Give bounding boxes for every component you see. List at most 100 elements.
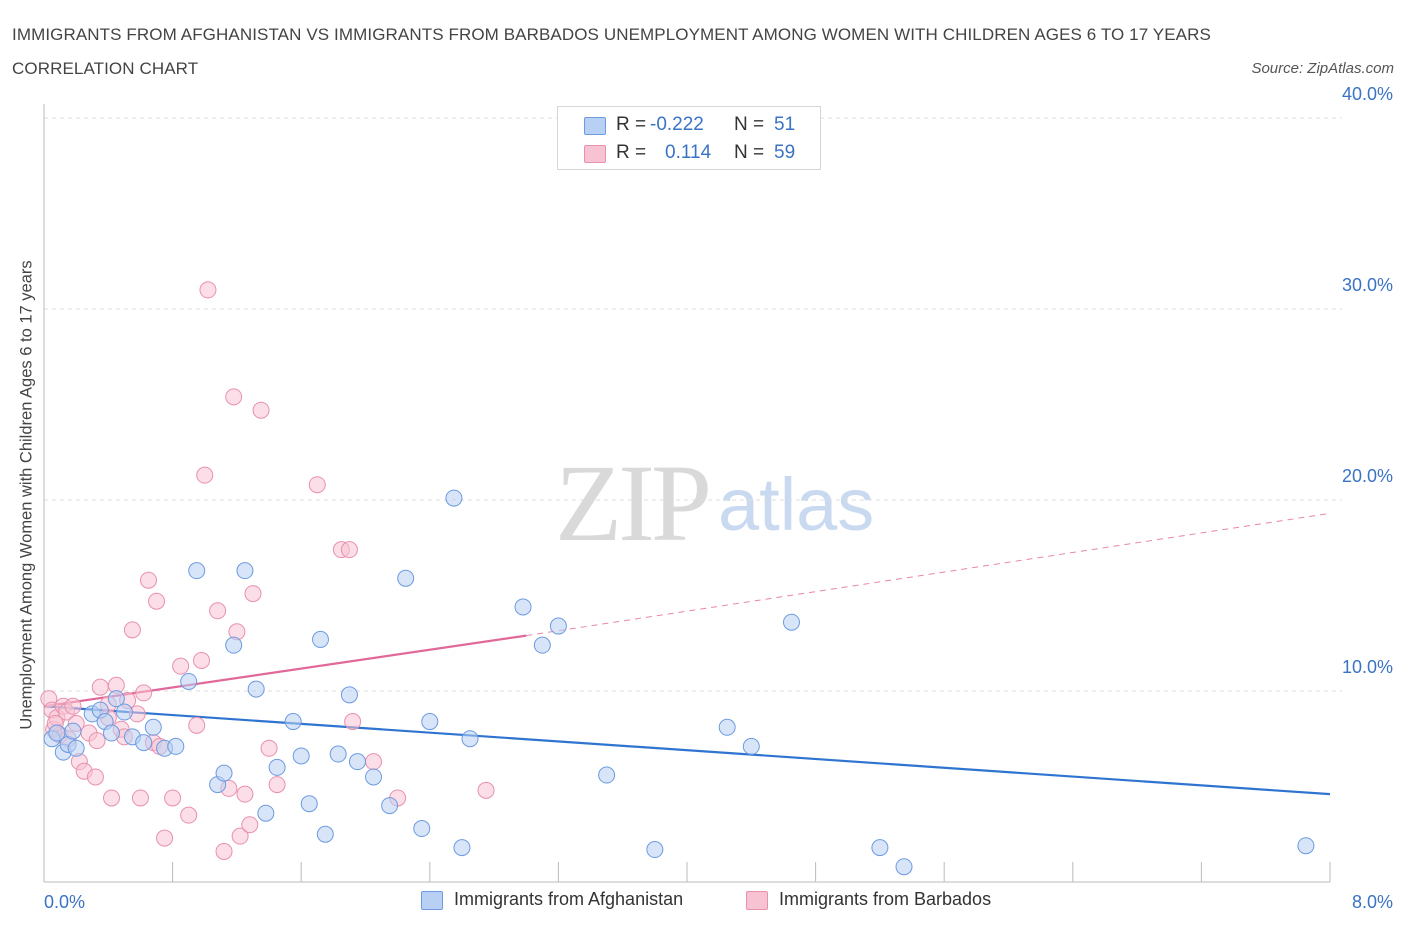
chart-title: IMMIGRANTS FROM AFGHANISTAN VS IMMIGRANT… [12,25,1211,78]
point-afghanistan [329,745,347,763]
tick-labels: 10.0% 20.0% 30.0% 40.0% 0.0% 8.0% [44,84,1393,912]
point-afghanistan [445,489,463,507]
point-barbados [196,466,214,484]
watermark-zip: ZIP [555,442,712,564]
point-afghanistan [381,797,399,815]
point-barbados [260,739,278,757]
stats-r-label: R = [616,114,647,135]
point-afghanistan [236,562,254,580]
point-barbados [103,789,121,807]
point-afghanistan [167,737,185,755]
point-barbados [477,781,495,799]
point-afghanistan [115,703,133,721]
stats-row-afghanistan: R = -0.222 N = 51 [558,111,820,139]
point-afghanistan [215,764,233,782]
legend-swatch-pink [746,891,768,910]
stats-n-value: 51 [774,114,796,135]
point-afghanistan [461,730,479,748]
point-afghanistan [268,758,286,776]
point-barbados [188,716,206,734]
legend: Immigrants from Afghanistan Immigrants f… [0,888,1406,916]
point-barbados [199,281,217,299]
point-afghanistan [453,839,471,857]
point-barbados [215,842,233,860]
point-afghanistan [646,841,664,859]
x-tick-label: 0.0% [44,892,85,912]
point-barbados [241,816,259,834]
legend-label: Immigrants from Barbados [779,889,992,909]
stats-n-value: 59 [774,142,796,163]
point-afghanistan [421,713,439,731]
point-afghanistan [135,734,153,752]
trend-line-barbados-extension [526,512,1331,637]
point-afghanistan [397,569,415,587]
point-barbados [164,789,182,807]
point-afghanistan [292,747,310,765]
point-afghanistan [549,617,567,635]
x-tick-label: 8.0% [1352,892,1393,912]
point-afghanistan [340,686,358,704]
point-afghanistan [348,753,366,771]
trend-lines [43,512,1331,796]
point-barbados [193,651,211,669]
point-barbados [344,713,362,731]
point-afghanistan [284,713,302,731]
point-barbados [148,592,166,610]
stats-box: R = -0.222 N = 51 R = 0.114 N = 59 [557,106,821,170]
stats-row-barbados: R = 0.114 N = 59 [558,139,820,167]
point-afghanistan [67,739,85,757]
point-afghanistan [514,598,532,616]
y-tick-label: 20.0% [1342,466,1393,486]
point-barbados [64,697,82,715]
source-label: Source: ZipAtlas.com [1251,60,1394,77]
point-afghanistan [1297,837,1315,855]
point-afghanistan [144,718,162,736]
point-barbados [268,776,286,794]
point-afghanistan [365,768,383,786]
point-afghanistan [247,680,265,698]
y-tick-label: 40.0% [1342,84,1393,104]
watermark-atlas: atlas [718,463,875,546]
stats-swatch-pink [584,145,606,163]
point-barbados [88,732,106,750]
point-barbados [231,827,249,845]
point-afghanistan [257,804,275,822]
point-afghanistan [871,839,889,857]
point-barbados [156,829,174,847]
point-barbados [86,768,104,786]
point-barbados [365,753,383,771]
point-afghanistan [895,858,913,876]
gridlines [44,117,1342,692]
point-barbados [236,785,254,803]
point-barbados [340,541,358,559]
axes [43,104,1331,883]
stats-r-value: 0.114 [665,142,712,163]
point-barbados [225,388,243,406]
point-barbados [172,657,190,675]
point-afghanistan [413,820,431,838]
point-barbados [91,678,109,696]
point-afghanistan [103,724,121,742]
stats-r-label: R = [616,142,647,163]
legend-swatch-blue [421,891,443,910]
stats-r-value: -0.222 [650,114,704,135]
stats-n-label: N = [734,142,765,163]
legend-label: Immigrants from Afghanistan [454,889,684,909]
point-barbados [209,602,227,620]
trend-line-afghanistan [43,705,1331,796]
point-barbados [123,621,141,639]
point-barbados [252,401,270,419]
y-tick-label: 10.0% [1342,657,1393,677]
point-afghanistan [180,672,198,690]
point-afghanistan [107,690,125,708]
point-afghanistan [311,630,329,648]
point-barbados [131,789,149,807]
point-afghanistan [316,825,334,843]
point-afghanistan [533,636,551,654]
point-afghanistan [598,766,616,784]
point-afghanistan [782,613,800,631]
point-afghanistan [742,737,760,755]
point-afghanistan [300,795,318,813]
stats-swatch-blue [584,117,606,135]
